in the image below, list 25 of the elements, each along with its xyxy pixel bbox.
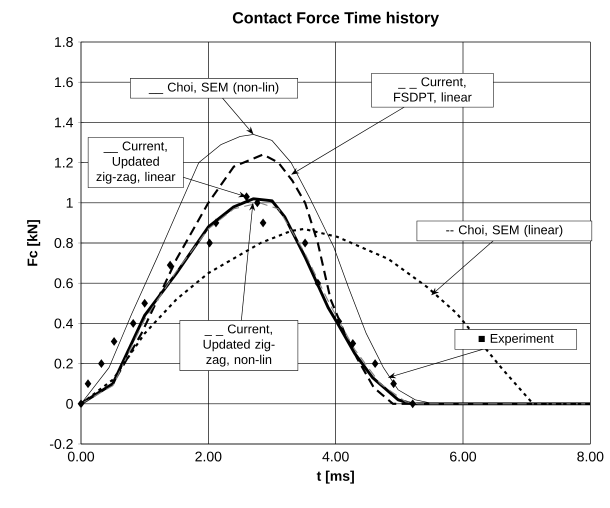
y-tick-label: 0.6 [54,278,73,288]
annotation: __ Current, Updated zig-zag, linear [96,142,176,184]
y-tick-label: 0.4 [54,318,74,328]
y-tick-label: 1 [66,198,73,208]
x-tick-label: 6.00 [450,452,476,462]
y-tick-label: 0.8 [54,238,73,248]
y-tick-label: 0 [66,398,73,409]
x-axis-title: t [ms] [316,470,354,484]
x-tick-label: 4.00 [322,452,349,462]
y-tick-label: 1.2 [55,158,73,168]
y-tick-label: 1.8 [55,37,73,47]
y-tick-label: 1.4 [55,118,74,128]
x-tick-label: 2.00 [195,452,222,462]
annotation: ■ Experiment [478,334,554,346]
y-tick-label: -0.2 [50,439,73,449]
y-axis-title: Fc [kN] [27,220,40,266]
y-tick-label: 1.6 [55,77,73,88]
y-tick-label: 0.2 [54,358,73,369]
annotation: _ _ Current, FSDPT, linear [394,77,472,104]
x-tick-label: 0.00 [68,452,94,462]
annotation: __ Choi, SEM (non-lin) [148,82,278,94]
annotation: -- Choi, SEM (linear) [446,225,562,237]
x-tick-label: 8.00 [577,452,604,462]
annotation: _ _ Current, Updated zig-zag, non-lin [204,324,275,367]
chart-title: Contact Force Time history [232,12,439,27]
